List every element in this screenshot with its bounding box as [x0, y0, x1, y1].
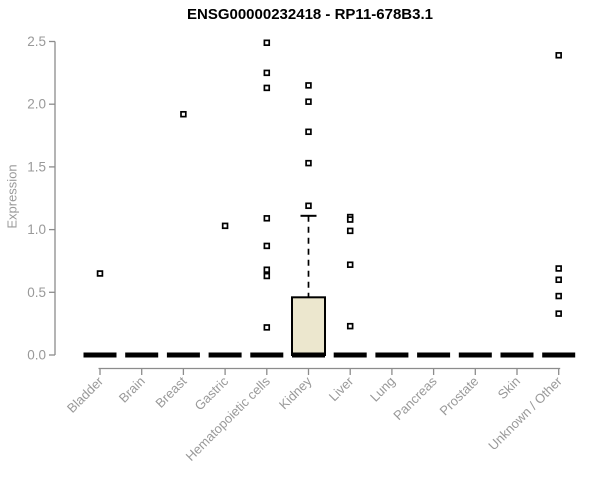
outlier-point	[96, 270, 104, 277]
median-bar	[333, 352, 367, 358]
median-bar	[125, 352, 159, 358]
outlier-point	[346, 322, 354, 330]
x-axis-label: Breast	[152, 373, 189, 410]
outlier-point	[346, 216, 354, 223]
outlier-point	[263, 84, 271, 92]
x-axis-label: Unknown / Other	[485, 373, 565, 453]
median-bar	[208, 352, 242, 358]
outlier-point	[555, 292, 562, 300]
median-bar	[375, 352, 409, 358]
median-bar	[83, 352, 117, 358]
median-bar	[417, 352, 451, 358]
y-tick-label: 0.5	[27, 285, 46, 300]
outlier-point	[305, 82, 312, 89]
outlier-point	[346, 227, 354, 235]
outlier-point	[555, 276, 562, 284]
median-bar	[250, 352, 284, 358]
chart-title: ENSG00000232418 - RP11-678B3.1	[186, 6, 433, 23]
outlier-point	[555, 52, 562, 59]
outlier-point	[346, 261, 354, 268]
outlier-point	[555, 310, 562, 317]
outlier-point	[305, 98, 312, 105]
outlier-point	[555, 265, 562, 272]
outlier-point	[305, 128, 312, 136]
y-tick-label: 2.5	[27, 34, 46, 49]
outlier-point	[180, 110, 187, 118]
outlier-point	[263, 69, 271, 77]
outlier-point	[263, 242, 271, 250]
outlier-point	[305, 202, 312, 210]
x-axis-label: Liver	[326, 373, 357, 404]
box	[291, 296, 326, 357]
y-tick-label: 1.5	[27, 159, 46, 174]
outlier-point	[263, 39, 271, 47]
y-tick-label: 0.0	[27, 348, 46, 363]
x-axis-label: Skin	[495, 374, 523, 402]
outlier-point	[263, 324, 271, 331]
x-axis-label: Prostate	[437, 374, 482, 419]
y-tick-label: 1.0	[27, 222, 46, 237]
outlier-point	[263, 266, 271, 273]
outlier-point	[263, 215, 271, 222]
x-axis-label: Bladder	[64, 373, 107, 416]
y-tick-label: 2.0	[27, 97, 46, 112]
outlier-point	[263, 272, 271, 280]
x-axis-label: Brain	[116, 374, 148, 406]
median-bar	[542, 352, 576, 358]
median-bar	[458, 352, 492, 358]
median-bar	[500, 352, 534, 358]
x-axis-label: Lung	[367, 374, 398, 405]
outlier-point	[305, 159, 312, 167]
median-bar	[166, 352, 200, 358]
x-axis-label: Pancreas	[390, 373, 440, 423]
median-bar	[292, 352, 325, 358]
x-axis-label: Gastric	[192, 373, 232, 413]
outlier-point	[221, 222, 229, 230]
x-axis-label: Kidney	[276, 373, 315, 412]
